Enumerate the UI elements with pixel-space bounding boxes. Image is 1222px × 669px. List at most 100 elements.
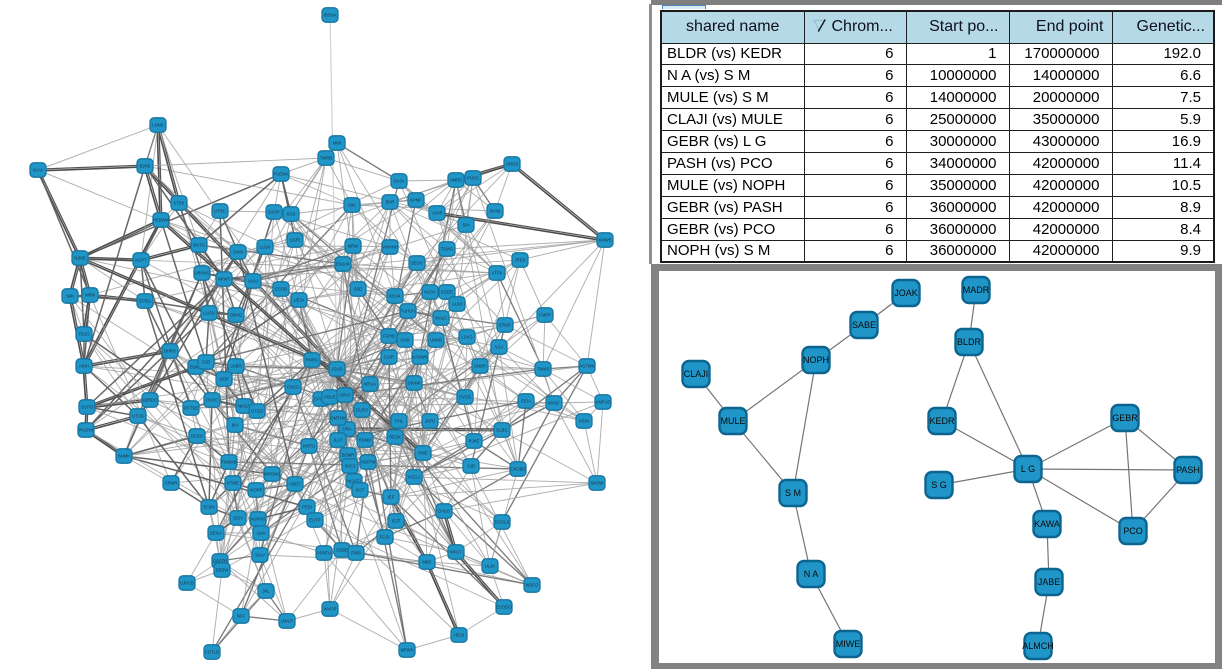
- svg-text:PWB: PWB: [351, 551, 361, 556]
- svg-text:PKOHN: PKOHN: [79, 428, 94, 433]
- svg-text:PBVE: PBVE: [324, 395, 335, 400]
- svg-text:JABE: JABE: [1038, 577, 1061, 587]
- svg-text:UTRC: UTRC: [214, 209, 226, 214]
- svg-text:DEGA: DEGA: [210, 531, 222, 536]
- svg-text:N A: N A: [804, 569, 819, 579]
- svg-text:DLPO: DLPO: [356, 408, 368, 413]
- svg-text:CKOBD: CKOBD: [511, 467, 526, 472]
- svg-text:OBHG: OBHG: [230, 313, 242, 318]
- svg-text:VBRDO: VBRDO: [143, 398, 159, 403]
- svg-text:HEBWM: HEBWM: [153, 218, 170, 223]
- svg-text:JGRJ: JGRJ: [425, 419, 435, 424]
- svg-text:HSFPM: HSFPM: [361, 460, 376, 465]
- svg-text:SMI: SMI: [66, 294, 73, 299]
- svg-text:MWI: MWI: [333, 141, 342, 146]
- svg-text:EFBN: EFBN: [203, 505, 214, 510]
- svg-text:NKOA: NKOA: [238, 404, 250, 409]
- svg-text:CLAJI: CLAJI: [684, 369, 709, 379]
- svg-text:MULE: MULE: [720, 416, 745, 426]
- svg-text:RJKE: RJKE: [469, 439, 480, 444]
- svg-text:GSRI: GSRI: [290, 238, 300, 243]
- svg-text:KTWE: KTWE: [227, 481, 239, 486]
- svg-text:RNRG: RNRG: [306, 358, 318, 363]
- svg-text:JJOF: JJOF: [219, 377, 229, 382]
- svg-text:TWKS: TWKS: [537, 367, 549, 372]
- svg-text:BOMR: BOMR: [342, 453, 355, 458]
- svg-text:JOJV: JOJV: [233, 516, 243, 521]
- svg-text:JKL: JKL: [262, 589, 270, 594]
- svg-text:FMSMB: FMSMB: [221, 460, 236, 465]
- svg-text:MFUT: MFUT: [450, 550, 462, 555]
- svg-text:KPMF: KPMF: [410, 198, 422, 203]
- svg-text:UEJA: UEJA: [294, 298, 305, 303]
- svg-text:BSMR: BSMR: [190, 365, 202, 370]
- svg-text:GEBR: GEBR: [1112, 413, 1138, 423]
- svg-text:EVOS: EVOS: [459, 395, 471, 400]
- svg-text:SIUV: SIUV: [255, 553, 265, 558]
- svg-text:AINH: AINH: [79, 364, 89, 369]
- svg-text:BHRS: BHRS: [164, 349, 176, 354]
- svg-text:TWRB: TWRB: [320, 156, 333, 161]
- svg-text:S G: S G: [931, 480, 947, 490]
- svg-text:OMTNH: OMTNH: [330, 416, 345, 421]
- svg-text:KAWA: KAWA: [1034, 519, 1060, 529]
- svg-text:MTUA: MTUA: [364, 382, 376, 387]
- svg-text:PHL: PHL: [395, 419, 404, 424]
- svg-text:VUAV: VUAV: [32, 168, 43, 173]
- svg-text:UJKCB: UJKCB: [180, 581, 194, 586]
- svg-text:EUTP: EUTP: [309, 518, 320, 523]
- svg-text:OPAC: OPAC: [339, 393, 351, 398]
- svg-text:KIRTU: KIRTU: [303, 444, 316, 449]
- svg-text:EGDE: EGDE: [441, 290, 453, 295]
- svg-text:LLGK: LLGK: [260, 245, 271, 250]
- svg-text:MRN: MRN: [85, 293, 95, 298]
- svg-text:NJOV: NJOV: [424, 290, 435, 295]
- svg-text:WSCO: WSCO: [525, 583, 539, 588]
- svg-text:AUPHG: AUPHG: [251, 517, 266, 522]
- svg-text:VGJ: VGJ: [495, 345, 503, 350]
- svg-text:ECDB: ECDB: [275, 287, 287, 292]
- svg-text:TUHUH: TUHUH: [401, 309, 416, 314]
- svg-text:VWHNH: VWHNH: [382, 245, 398, 250]
- svg-text:DWN: DWN: [233, 250, 243, 255]
- svg-text:KGGJ: KGGJ: [408, 475, 419, 480]
- svg-text:HMRD: HMRD: [450, 178, 463, 183]
- svg-text:UBDT: UBDT: [289, 482, 301, 487]
- svg-text:IAOPP: IAOPP: [250, 488, 263, 493]
- svg-text:MVTG: MVTG: [193, 243, 205, 248]
- svg-text:KMWE: KMWE: [598, 238, 611, 243]
- svg-text:ECODO: ECODO: [496, 605, 512, 610]
- svg-text:IKV: IKV: [232, 423, 239, 428]
- svg-text:IEF: IEF: [388, 495, 395, 500]
- svg-text:MIWE: MIWE: [836, 639, 861, 649]
- svg-text:GJO: GJO: [202, 360, 211, 365]
- svg-text:PASH: PASH: [1176, 465, 1200, 475]
- svg-text:TSWG: TSWG: [441, 247, 454, 252]
- svg-text:PEDI: PEDI: [302, 505, 312, 510]
- svg-text:REGK: REGK: [389, 435, 401, 440]
- svg-text:IEJT: IEJT: [392, 519, 401, 524]
- svg-text:CNSC: CNSC: [287, 385, 299, 390]
- svg-text:DGSLS: DGSLS: [495, 520, 509, 525]
- svg-text:KGS: KGS: [287, 212, 296, 217]
- svg-text:FOTLB: FOTLB: [205, 650, 219, 655]
- svg-text:OVD: OVD: [400, 338, 409, 343]
- svg-text:MADR: MADR: [963, 285, 990, 295]
- svg-text:SABE: SABE: [852, 320, 876, 330]
- svg-text:BEBW: BEBW: [216, 568, 228, 573]
- svg-text:NOPH: NOPH: [803, 355, 829, 365]
- svg-text:FMPP: FMPP: [539, 313, 551, 318]
- svg-text:LNND: LNND: [152, 123, 163, 128]
- svg-text:OTGO: OTGO: [251, 409, 264, 414]
- svg-text:GBFEB: GBFEB: [213, 559, 227, 564]
- svg-text:BHR: BHR: [386, 200, 395, 205]
- svg-text:S M: S M: [785, 488, 801, 498]
- svg-text:KBIN: KBIN: [579, 419, 589, 424]
- svg-text:ERUP: ERUP: [499, 323, 511, 328]
- svg-text:WPONO: WPONO: [264, 472, 281, 477]
- svg-text:MFWK: MFWK: [401, 648, 414, 653]
- svg-text:ENJUK: ENJUK: [336, 262, 350, 267]
- svg-text:JREN: JREN: [515, 258, 526, 263]
- svg-text:MBC: MBC: [422, 560, 431, 565]
- svg-text:BUMK: BUMK: [118, 454, 130, 459]
